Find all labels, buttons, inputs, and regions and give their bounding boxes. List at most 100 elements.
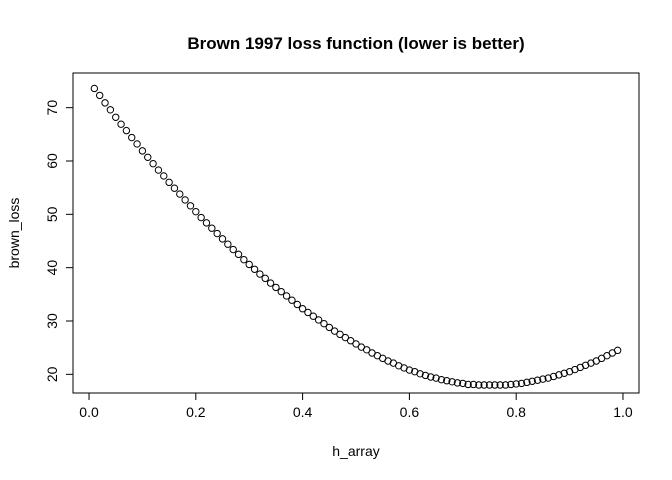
data-point — [293, 300, 301, 309]
y-tick-label: 20 — [44, 366, 60, 382]
data-point — [325, 323, 333, 332]
data-point — [336, 330, 344, 339]
data-point — [266, 279, 275, 287]
data-point — [272, 283, 280, 292]
data-point — [448, 378, 456, 386]
data-point — [128, 133, 136, 142]
data-point — [208, 224, 216, 232]
data-point — [613, 346, 622, 355]
data-point — [112, 113, 120, 121]
data-point — [555, 371, 563, 379]
data-point — [549, 372, 558, 381]
data-point — [186, 202, 195, 210]
chart-title: Brown 1997 loss function (lower is bette… — [187, 34, 524, 53]
y-tick-label: 50 — [44, 206, 60, 222]
plot-box — [72, 72, 640, 394]
data-point — [491, 381, 499, 389]
data-point — [432, 374, 440, 382]
x-axis-label: h_array — [332, 443, 379, 459]
x-tick-label: 0.2 — [186, 404, 206, 420]
data-point — [453, 379, 462, 387]
y-axis: 20 30 40 50 60 70 — [44, 100, 74, 382]
data-point — [165, 178, 173, 187]
data-point — [117, 120, 125, 128]
data-point — [170, 184, 179, 192]
data-point — [443, 377, 451, 385]
data-point — [469, 380, 478, 389]
data-point — [352, 340, 360, 348]
x-tick-label: 0.6 — [400, 404, 420, 420]
y-tick-label: 60 — [44, 153, 60, 169]
data-point — [261, 274, 269, 283]
y-tick-label: 30 — [44, 313, 60, 329]
data-point — [437, 375, 446, 384]
data-point — [485, 381, 494, 389]
data-point — [539, 375, 547, 383]
x-tick-label: 0.0 — [79, 404, 99, 420]
data-point — [480, 381, 488, 389]
data-point — [96, 91, 104, 100]
data-point — [427, 373, 435, 381]
data-point — [160, 172, 168, 180]
data-point — [560, 369, 568, 377]
x-tick-label: 0.4 — [293, 404, 313, 420]
data-point — [181, 196, 189, 204]
data-point — [218, 235, 227, 243]
data-point — [101, 99, 109, 107]
data-point — [250, 265, 259, 273]
y-axis-label: brown_loss — [6, 198, 22, 269]
data-point — [544, 374, 552, 382]
data-point — [405, 366, 414, 374]
data-point — [229, 245, 237, 254]
data-point — [346, 337, 355, 345]
data-points — [90, 84, 622, 389]
data-point — [245, 260, 253, 269]
data-point — [288, 296, 296, 304]
data-point — [144, 153, 152, 161]
data-point — [501, 381, 510, 389]
data-point — [475, 381, 483, 389]
data-point — [304, 308, 312, 317]
data-point — [421, 371, 430, 380]
data-point — [416, 370, 424, 378]
data-point — [507, 380, 515, 389]
data-point — [341, 333, 350, 342]
data-point — [234, 250, 243, 259]
data-point — [213, 229, 221, 238]
data-point — [523, 378, 531, 387]
data-point — [309, 312, 317, 320]
data-point — [149, 159, 157, 168]
data-point — [517, 379, 526, 388]
data-point — [122, 126, 131, 135]
x-tick-label: 0.8 — [506, 404, 526, 420]
data-point — [277, 287, 285, 296]
data-point — [459, 379, 467, 388]
data-point — [90, 84, 99, 93]
data-point — [533, 376, 542, 384]
data-point — [362, 346, 371, 354]
data-point — [314, 316, 323, 324]
data-point — [512, 380, 520, 388]
data-point — [528, 377, 536, 385]
data-point — [133, 140, 141, 148]
data-point — [224, 240, 232, 248]
data-point — [282, 292, 291, 300]
data-point — [202, 219, 211, 227]
data-point — [240, 255, 248, 264]
data-point — [320, 319, 328, 328]
data-point — [176, 190, 184, 198]
data-point — [197, 213, 205, 222]
data-point — [330, 327, 339, 335]
data-point — [138, 147, 147, 155]
x-axis: 0.0 0.2 0.4 0.6 0.8 1.0 — [79, 392, 633, 420]
data-point — [192, 207, 200, 216]
data-point — [464, 380, 472, 389]
data-point — [256, 270, 264, 278]
data-point — [154, 166, 163, 174]
y-tick-label: 70 — [44, 100, 60, 116]
x-tick-label: 1.0 — [613, 404, 633, 420]
y-tick-label: 40 — [44, 260, 60, 276]
data-point — [106, 106, 115, 114]
data-point — [298, 305, 307, 313]
